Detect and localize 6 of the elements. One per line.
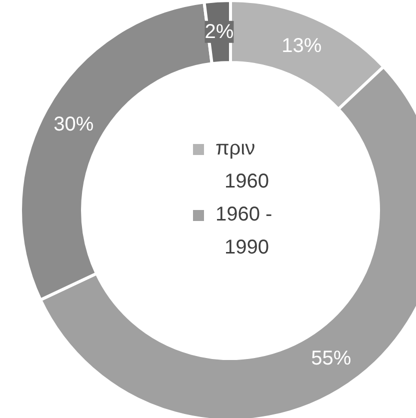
data-label: 13% [282,35,322,58]
legend-label: 1960 - 1990 [216,204,272,258]
data-label: 55% [311,348,352,370]
legend-label: πριν 1960 [216,138,269,192]
data-label: 30% [54,113,94,136]
data-label: 2% [204,20,234,43]
